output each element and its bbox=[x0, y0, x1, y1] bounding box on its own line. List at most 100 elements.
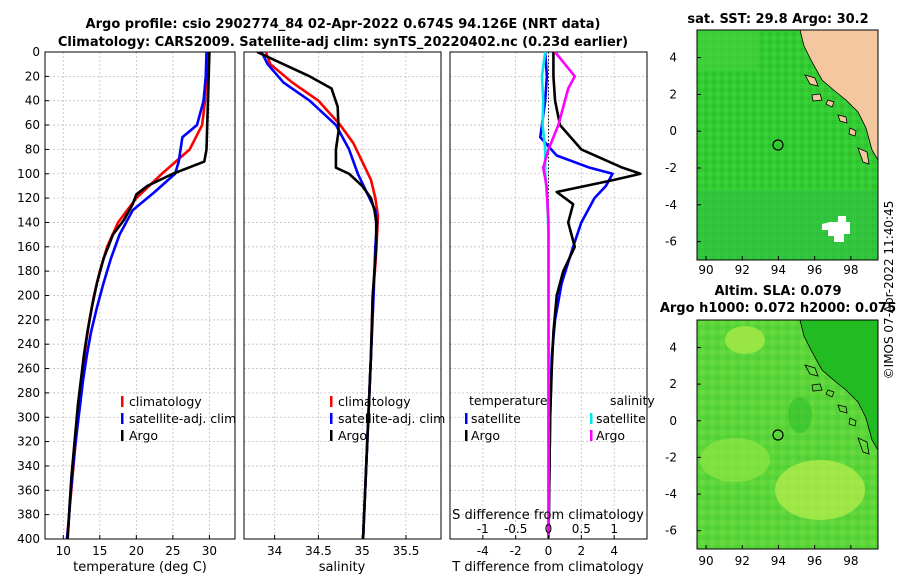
sla-map-title-line2: Argo h1000: 0.072 h2000: 0.075 bbox=[660, 301, 896, 316]
sla-anomaly bbox=[725, 326, 765, 354]
temperature-tick-labels: 10 15 20 25 30 bbox=[56, 535, 217, 558]
y-tick-label: 140 bbox=[17, 215, 40, 229]
salinity-legend: climatology satellite-adj. clim Argo bbox=[330, 394, 445, 443]
map-x-tick-label: 90 bbox=[698, 263, 713, 277]
y-tick-label: 100 bbox=[17, 167, 40, 181]
islands bbox=[804, 364, 870, 455]
map-x-tick-label: 94 bbox=[771, 263, 786, 277]
s-tick-label: 0.5 bbox=[572, 522, 591, 536]
series-argo bbox=[66, 52, 211, 539]
sla-anomaly bbox=[775, 460, 865, 520]
x-tick-label: 4 bbox=[610, 544, 618, 558]
legend-swatch-argo bbox=[330, 430, 333, 441]
sst-map-ticks: 90 92 94 96 98 4 2 0 -2 -4 -6 bbox=[665, 51, 858, 277]
sla-anomaly bbox=[788, 397, 812, 433]
series-s-argo bbox=[541, 52, 577, 539]
y-tick-label: 400 bbox=[17, 532, 40, 546]
legend-climatology: climatology bbox=[129, 394, 202, 409]
legend-argo: Argo bbox=[129, 428, 158, 443]
argo-location-marker bbox=[772, 429, 784, 441]
legend-t-satellite: satellite bbox=[471, 411, 521, 426]
legend-swatch-s-satellite bbox=[590, 413, 593, 424]
map-y-tick-label: 4 bbox=[669, 340, 677, 354]
legend-swatch-argo bbox=[121, 430, 124, 441]
y-tick-label: 40 bbox=[25, 94, 40, 108]
sla-land-mask bbox=[800, 320, 878, 450]
y-tick-label: 380 bbox=[17, 508, 40, 522]
map-x-tick-label: 96 bbox=[807, 554, 822, 568]
map-y-tick-label: 2 bbox=[669, 87, 677, 101]
legend-satellite: satellite-adj. clim bbox=[338, 411, 445, 426]
y-tick-label: 0 bbox=[32, 45, 40, 59]
y-tick-label: 340 bbox=[17, 459, 40, 473]
x-tick-label: 10 bbox=[56, 544, 71, 558]
legend-swatch-s-argo bbox=[590, 430, 593, 441]
salinity-series bbox=[256, 52, 380, 539]
map-y-tick-label: 0 bbox=[669, 414, 677, 428]
figure-title-line1: Argo profile: csio 2902774_84 02-Apr-202… bbox=[86, 17, 601, 32]
figure-title-line2: Climatology: CARS2009. Satellite-adj cli… bbox=[58, 35, 628, 50]
temperature-panel: 0 20 40 60 80 100 120 140 160 180 200 220 240 260 280 3… bbox=[17, 45, 236, 575]
sst-patch bbox=[697, 30, 757, 70]
map-x-tick-label: 96 bbox=[807, 263, 822, 277]
map-x-tick-label: 98 bbox=[843, 263, 858, 277]
y-tick-label: 180 bbox=[17, 264, 40, 278]
coastline bbox=[799, 319, 879, 451]
legend-swatch-t-satellite bbox=[465, 413, 468, 424]
map-y-tick-label: -4 bbox=[665, 487, 677, 501]
map-y-tick-label: -6 bbox=[665, 235, 677, 249]
map-x-tick-label: 92 bbox=[735, 263, 750, 277]
y-tick-label: 300 bbox=[17, 410, 40, 424]
y-tick-label: 320 bbox=[17, 435, 40, 449]
y-tick-label: 120 bbox=[17, 191, 40, 205]
map-x-tick-label: 98 bbox=[843, 554, 858, 568]
map-y-tick-label: 0 bbox=[669, 124, 677, 138]
map-y-tick-label: -4 bbox=[665, 198, 677, 212]
x-tick-label: 25 bbox=[165, 544, 180, 558]
sst-patch bbox=[697, 190, 878, 260]
temperature-grid bbox=[45, 51, 235, 540]
map-y-tick-label: -2 bbox=[665, 450, 677, 464]
sla-map-title-line1: Altim. SLA: 0.079 bbox=[715, 284, 842, 299]
missing-data-patch bbox=[822, 216, 850, 242]
x-tick-label: 15 bbox=[92, 544, 107, 558]
sla-map-frame bbox=[696, 319, 879, 550]
x-tick-label: 0 bbox=[545, 544, 553, 558]
salinity-xlabel: salinity bbox=[319, 560, 366, 575]
x-tick-label: 35.5 bbox=[393, 544, 420, 558]
sla-map-ticks: 90 92 94 96 98 4 2 0 -2 -4 -6 bbox=[665, 340, 858, 568]
x-tick-label: 34 bbox=[267, 544, 282, 558]
salinity-panel: 34 34.5 35 35.5 salinity climatology satell… bbox=[243, 51, 445, 575]
s-tick-label: -0.5 bbox=[504, 522, 527, 536]
y-tick-label: 360 bbox=[17, 483, 40, 497]
y-tick-label: 260 bbox=[17, 362, 40, 376]
legend-climatology: climatology bbox=[338, 394, 411, 409]
legend-s-satellite: satellite bbox=[596, 411, 646, 426]
legend-swatch-t-argo bbox=[465, 430, 468, 441]
y-tick-label: 60 bbox=[25, 118, 40, 132]
y-tick-label: 80 bbox=[25, 142, 40, 156]
map-x-tick-label: 92 bbox=[735, 554, 750, 568]
sla-anomaly bbox=[700, 438, 770, 482]
y-tick-label: 220 bbox=[17, 313, 40, 327]
sla-map: Altim. SLA: 0.079 Argo h1000: 0.072 h200… bbox=[660, 284, 896, 568]
argo-location-marker bbox=[772, 139, 784, 151]
legend-satellite: satellite-adj. clim bbox=[129, 411, 236, 426]
s-tick-label: 1 bbox=[610, 522, 618, 536]
x-tick-label: -4 bbox=[477, 544, 489, 558]
y-tick-label: 200 bbox=[17, 289, 40, 303]
legend-swatch-climatology bbox=[330, 396, 333, 407]
difference-panel: -4 -2 0 2 4 -1 -0.5 0 0.5 1 S difference from cl… bbox=[449, 51, 655, 575]
s-difference-tick-labels: -1 -0.5 0 0.5 1 bbox=[477, 522, 618, 536]
temperature-series bbox=[65, 52, 211, 539]
y-tick-label: 20 bbox=[25, 69, 40, 83]
x-tick-label: 20 bbox=[129, 544, 144, 558]
sst-map-frame bbox=[696, 29, 879, 261]
y-tick-label: 160 bbox=[17, 240, 40, 254]
x-tick-label: 35 bbox=[355, 544, 370, 558]
y-tick-label: 240 bbox=[17, 337, 40, 351]
depth-tick-labels: 0 20 40 60 80 100 120 140 160 180 200 220 240 260 280 3… bbox=[17, 45, 49, 546]
salinity-axes-frame bbox=[243, 51, 442, 540]
x-tick-label: 34.5 bbox=[305, 544, 332, 558]
